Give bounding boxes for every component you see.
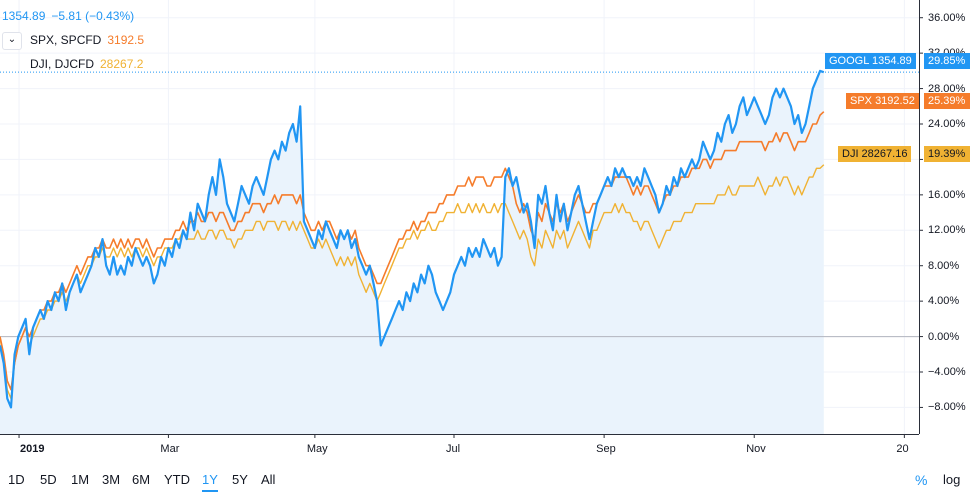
range-button-ytd[interactable]: YTD — [164, 472, 190, 487]
series-line-spx — [0, 111, 825, 391]
tick-marks — [18, 17, 923, 438]
legend-dji-symbol: DJI, DJCFD — [30, 57, 94, 71]
range-button-5d[interactable]: 5D — [40, 472, 57, 487]
y-tick-label: 12.00% — [928, 224, 966, 237]
x-tick-label: Mar — [160, 443, 180, 455]
y-tick-label: 0.00% — [928, 330, 960, 343]
chart-plot[interactable] — [0, 0, 970, 462]
legend-main-series: 1354.89 −5.81 (−0.43%) — [2, 9, 134, 23]
series-line-googl — [0, 69, 825, 409]
dji-percent-tag: 19.39% — [924, 146, 970, 162]
range-toolbar: 1D 5D 1M 3M 6M YTD 1Y 5Y All % log — [0, 462, 970, 493]
y-tick-label: 8.00% — [928, 259, 960, 272]
y-tick-label: 36.00% — [928, 11, 966, 24]
legend-collapse-button[interactable]: ⌄ — [2, 32, 22, 50]
x-tick-label: 2019 — [20, 443, 45, 455]
googl-percent-tag: 29.85% — [924, 53, 970, 69]
legend-dji-value: 28267.2 — [100, 57, 144, 71]
googl-price-tag: GOOGL 1354.89 — [825, 53, 916, 69]
x-tick-label: Nov — [746, 443, 766, 455]
dji-price-tag: DJI 28267.16 — [838, 146, 912, 162]
series-lines — [0, 69, 825, 409]
legend-spx-symbol: SPX, SPCFD — [30, 33, 102, 47]
range-button-1y[interactable]: 1Y — [202, 472, 218, 487]
y-tick-label: 28.00% — [928, 82, 966, 95]
x-tick-label: May — [306, 443, 328, 455]
spx-price-tag: SPX 3192.52 — [846, 93, 919, 109]
legend-spx-value: 3192.5 — [107, 33, 145, 47]
legend-item-dji[interactable]: DJI, DJCFD 28267.2 — [8, 57, 143, 71]
active-range-indicator — [202, 490, 218, 492]
main-change: −5.81 (−0.43%) — [51, 9, 135, 23]
range-button-1d[interactable]: 1D — [8, 472, 25, 487]
range-button-6m[interactable]: 6M — [132, 472, 151, 487]
googl-area-fill — [0, 70, 824, 435]
x-tick-label: Sep — [596, 443, 616, 455]
spx-percent-tag: 25.39% — [924, 93, 970, 109]
series-line-dji — [0, 164, 825, 400]
range-button-1m[interactable]: 1M — [71, 472, 90, 487]
y-tick-label: −8.00% — [928, 401, 966, 414]
legend-item-spx[interactable]: SPX, SPCFD 3192.5 — [8, 33, 144, 47]
y-tick-label: 4.00% — [928, 295, 960, 308]
range-button-all[interactable]: All — [261, 472, 276, 487]
y-tick-label: 16.00% — [928, 188, 966, 201]
main-price: 1354.89 — [2, 9, 46, 23]
range-button-3m[interactable]: 3M — [102, 472, 121, 487]
x-tick-label: 20 — [896, 443, 909, 455]
range-button-5y[interactable]: 5Y — [232, 472, 248, 487]
y-tick-label: 24.00% — [928, 118, 966, 130]
percent-scale-toggle[interactable]: % — [915, 472, 928, 488]
log-scale-toggle[interactable]: log — [943, 472, 961, 487]
x-tick-label: Jul — [446, 443, 461, 455]
y-tick-label: −4.00% — [928, 366, 966, 378]
